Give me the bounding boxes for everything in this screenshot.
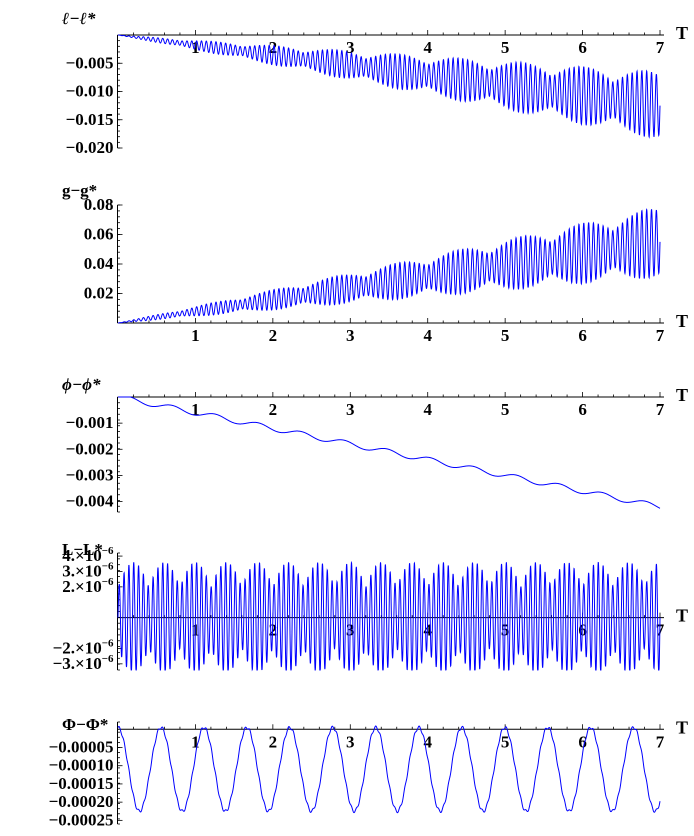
x-tick-label: 7 <box>656 732 665 751</box>
y-tick-label: −2.×10−6 <box>53 637 114 657</box>
y-tick-label: −0.00005 <box>49 738 114 757</box>
y-tick-label: 0.02 <box>84 284 114 303</box>
x-axis-title: T <box>676 311 688 331</box>
x-tick-label: 4 <box>423 326 432 345</box>
series-line <box>118 396 661 509</box>
y-tick-label: 0.06 <box>84 225 114 244</box>
x-tick-label: 5 <box>501 38 510 57</box>
x-tick-label: 5 <box>501 326 510 345</box>
y-tick-label: −0.005 <box>66 53 114 72</box>
x-tick-label: 2 <box>269 400 278 419</box>
y-tick-label: −0.00015 <box>49 774 114 793</box>
y-axis-title: ϕ−ϕ* <box>62 375 101 394</box>
x-axis-title: T <box>676 385 688 405</box>
x-tick-label: 5 <box>501 732 510 751</box>
y-tick-label: −0.003 <box>66 465 114 484</box>
x-tick-label: 2 <box>269 326 278 345</box>
x-tick-label: 1 <box>191 400 200 419</box>
y-axis-title: L−L* <box>62 540 103 559</box>
y-tick-label: 0.08 <box>84 195 114 214</box>
x-tick-label: 1 <box>191 326 200 345</box>
x-tick-label: 5 <box>501 400 510 419</box>
x-axis-title: T <box>676 606 688 626</box>
y-tick-label: 0.04 <box>84 254 114 273</box>
panel-4: 4.×10−63.×10−62.×10−6−2.×10−6−3.×10−61 2 3… <box>53 540 688 673</box>
y-tick-label: −0.004 <box>66 492 114 511</box>
x-tick-label: 7 <box>656 38 665 57</box>
panel-5: −0.00005−0.00010−0.00015−0.00020−0.00025… <box>49 715 688 829</box>
series-line <box>117 560 661 672</box>
x-tick-label: 3 <box>346 38 355 57</box>
x-tick-label: 4 <box>423 400 432 419</box>
x-tick-label: 4 <box>423 732 432 751</box>
x-tick-label: 2 <box>269 732 278 751</box>
y-tick-label: 4.×10−6 <box>62 545 114 565</box>
y-axis-title: g−g* <box>62 181 97 200</box>
y-tick-label: 2.×10−6 <box>62 576 114 596</box>
panel-3: −0.001 −0.002 −0.003 −0.004 1 2 3 4 5 6 7Tϕ−ϕ* <box>62 375 688 513</box>
y-tick-label: −0.00020 <box>49 792 114 811</box>
y-tick-label: 3.×10−6 <box>62 560 114 580</box>
x-tick-label: 2 <box>269 38 278 57</box>
y-tick-label: −0.001 <box>66 413 114 432</box>
panel-2: 0.02 0.04 0.06 0.08 1 2 3 4 5 6 7Tg−g* <box>62 181 688 345</box>
y-tick-label: −0.020 <box>66 138 114 157</box>
x-tick-label: 7 <box>656 400 665 419</box>
y-axis-title: Φ−Φ* <box>62 715 108 734</box>
series-line <box>117 725 661 814</box>
x-tick-label: 4 <box>423 621 432 640</box>
x-tick-label: 4 <box>423 38 432 57</box>
x-tick-label: 6 <box>578 326 587 345</box>
series-line <box>117 34 661 139</box>
x-tick-label: 3 <box>346 326 355 345</box>
x-axis-title: T <box>676 23 688 43</box>
y-tick-label: −3.×10−6 <box>53 653 114 673</box>
x-tick-label: 6 <box>578 732 587 751</box>
y-tick-label: −0.00025 <box>49 810 114 829</box>
y-tick-label: −0.00010 <box>49 756 114 775</box>
y-tick-label: −0.015 <box>66 110 114 129</box>
y-axis-title: ℓ−ℓ* <box>62 9 96 28</box>
y-tick-label: −0.010 <box>66 82 114 101</box>
y-tick-label: −0.002 <box>66 439 114 458</box>
x-tick-label: 6 <box>578 38 587 57</box>
series-line <box>117 208 661 324</box>
x-axis-title: T <box>676 717 688 737</box>
x-tick-label: 6 <box>578 400 587 419</box>
x-tick-label: 7 <box>656 326 665 345</box>
x-tick-label: 1 <box>191 732 200 751</box>
x-tick-label: 3 <box>346 732 355 751</box>
x-tick-label: 3 <box>346 400 355 419</box>
